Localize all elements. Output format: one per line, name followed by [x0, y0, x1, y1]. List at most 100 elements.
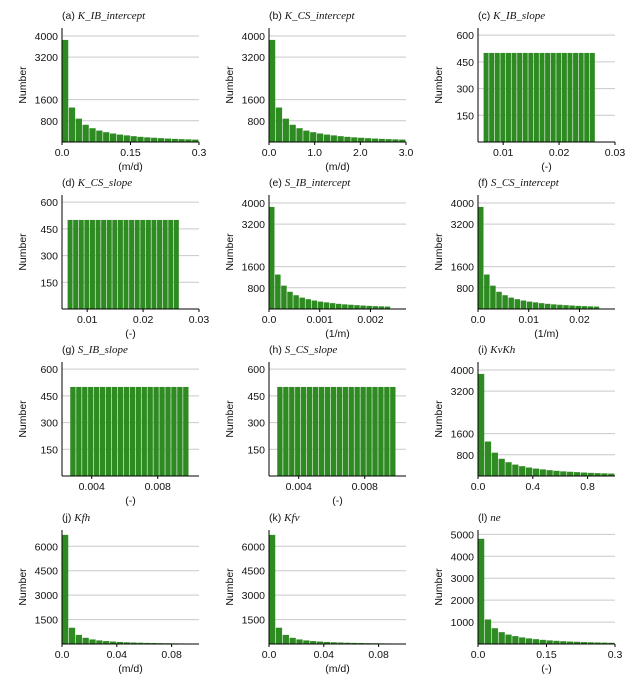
- panel-title: (k) Kfv: [269, 512, 300, 524]
- histogram-bar: [82, 124, 89, 142]
- panel-title: (b) K_CS_intercept: [269, 10, 356, 22]
- y-tick-label: 150: [40, 444, 58, 456]
- x-tick-label: 0.0: [262, 314, 277, 326]
- y-axis-label: Number: [17, 66, 29, 104]
- histogram-bar: [275, 274, 281, 309]
- histogram-bar: [550, 52, 556, 142]
- histogram-bar: [137, 642, 144, 644]
- histogram-bar: [581, 306, 587, 309]
- histogram-bar: [484, 441, 492, 476]
- histogram-bar: [378, 306, 385, 309]
- histogram-bar: [129, 386, 136, 476]
- panel-variable: K_CS_intercept: [284, 10, 356, 22]
- histogram-bar: [519, 466, 526, 476]
- x-tick-label: 0.02: [549, 147, 570, 159]
- histogram-bar: [323, 134, 331, 142]
- histogram-bar: [538, 303, 545, 309]
- histogram-panel: (j) Kfh 1500 3000 4500 6000 0.0 0.04 0.08 (m/d) N…: [17, 512, 199, 675]
- histogram-bar: [144, 642, 151, 644]
- y-axis-label: Number: [433, 233, 445, 271]
- y-tick-label: 3000: [35, 590, 59, 602]
- histogram-bar: [378, 138, 385, 142]
- y-tick-label: 300: [456, 84, 474, 96]
- histogram-bar: [351, 137, 358, 142]
- x-tick-label: 0.008: [352, 481, 378, 493]
- panel-variable: K_CS_slope: [77, 177, 133, 189]
- histogram-bar: [500, 52, 506, 142]
- histogram-bar: [116, 134, 124, 142]
- y-tick-label: 1500: [35, 615, 59, 627]
- x-tick-label: 0.08: [368, 649, 389, 661]
- histogram-bar: [103, 641, 110, 644]
- histogram-bar: [578, 52, 584, 142]
- histogram-bar: [517, 52, 523, 142]
- histogram-bar: [580, 472, 587, 476]
- y-axis-label: Number: [433, 66, 445, 104]
- histogram-bar: [303, 130, 310, 142]
- histogram-bar: [385, 139, 392, 142]
- y-tick-label: 2000: [451, 595, 475, 607]
- histogram-bar: [372, 306, 378, 309]
- panel-tag: (g): [62, 344, 78, 356]
- y-tick-label: 1600: [242, 95, 266, 107]
- panel-title: (h) S_CS_slope: [269, 344, 337, 356]
- y-tick-label: 1000: [451, 617, 475, 629]
- y-tick-label: 800: [456, 450, 474, 462]
- y-tick-label: 800: [456, 283, 474, 295]
- histogram-bar: [567, 52, 573, 142]
- histogram-bar: [366, 386, 372, 476]
- histogram-bar: [384, 306, 391, 309]
- histogram-bar: [587, 642, 594, 644]
- histogram-bar: [123, 135, 130, 142]
- histogram-bar: [78, 219, 84, 309]
- x-tick-label: 0.4: [525, 481, 540, 493]
- histogram-bar: [563, 305, 569, 309]
- histogram-bar: [384, 386, 390, 476]
- histogram-bar: [109, 641, 117, 644]
- panel-tag: (f): [478, 177, 491, 189]
- x-tick-label: 0.08: [161, 649, 182, 661]
- histogram-bar: [305, 299, 312, 309]
- y-tick-label: 300: [247, 418, 265, 430]
- histogram-bar: [151, 219, 157, 309]
- histogram-bar: [144, 137, 151, 142]
- x-tick-label: 0.3: [192, 147, 207, 159]
- histogram-bar: [364, 138, 372, 142]
- histogram-bar: [177, 386, 183, 476]
- x-axis-label: (-): [125, 495, 136, 507]
- panel-variable: S_CS_intercept: [491, 177, 560, 189]
- x-axis-label: (-): [541, 161, 552, 173]
- histogram-bar: [316, 641, 324, 644]
- histogram-bar: [296, 128, 303, 142]
- y-tick-label: 1600: [35, 95, 59, 107]
- x-tick-label: 1.0: [307, 147, 322, 159]
- y-tick-label: 5000: [451, 529, 475, 541]
- histogram-bar: [159, 386, 165, 476]
- y-tick-label: 4000: [451, 198, 475, 210]
- histogram-bar: [117, 219, 123, 309]
- histogram-bar: [567, 471, 574, 476]
- y-tick-label: 450: [40, 391, 58, 403]
- y-tick-label: 1500: [242, 615, 266, 627]
- y-tick-label: 800: [40, 116, 58, 128]
- histogram-bar: [520, 300, 527, 309]
- y-tick-label: 600: [456, 30, 474, 42]
- x-tick-label: 0.008: [145, 481, 171, 493]
- panel-tag: (k): [269, 512, 284, 524]
- histogram-bar: [135, 386, 141, 476]
- histogram-bar: [157, 219, 163, 309]
- histogram-bar: [573, 641, 581, 644]
- histogram-bar: [587, 472, 594, 476]
- histogram-panel: (b) K_CS_intercept 800 1600 3200 4000 0.0 1.0 2…: [224, 10, 413, 173]
- histogram-bar: [545, 52, 551, 142]
- histogram-bar: [277, 386, 283, 476]
- histogram-bar: [532, 639, 540, 644]
- y-axis-label: Number: [17, 233, 29, 271]
- x-tick-label: 3.0: [399, 147, 414, 159]
- panel-tag: (l): [478, 512, 490, 524]
- histogram-bar: [522, 52, 528, 142]
- histogram-bar: [348, 386, 354, 476]
- histogram-bar: [584, 52, 590, 142]
- histogram-bar: [116, 641, 124, 644]
- histogram-bar: [117, 386, 124, 476]
